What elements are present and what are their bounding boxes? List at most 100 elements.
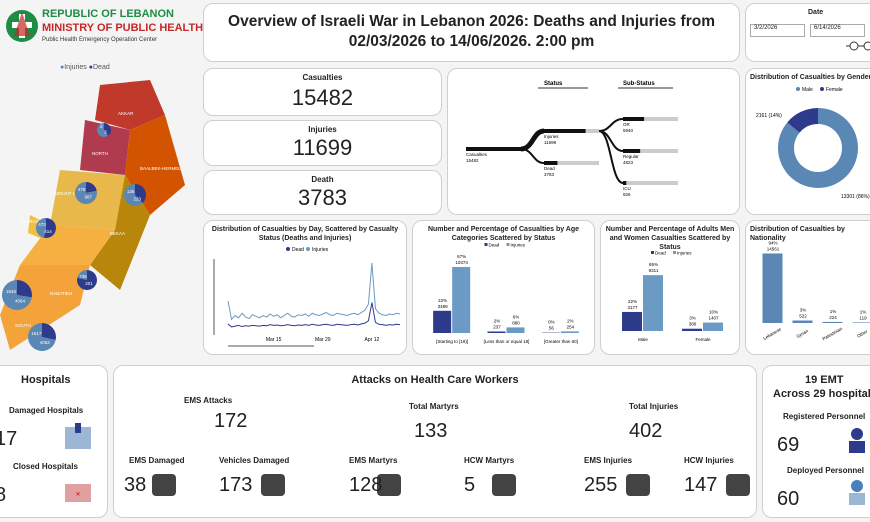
tree-label: Regular xyxy=(623,154,639,159)
kpi-card: Injuries 11699 xyxy=(203,120,442,166)
legend-dot xyxy=(506,243,510,246)
tree-bar-bg xyxy=(544,161,599,165)
x-tick-label: [Greater than 60] xyxy=(544,339,578,344)
bar-pct-label: 0% xyxy=(548,320,555,325)
legend-label: Female xyxy=(826,87,843,93)
nationality-card: Distribution of Casualties by Nationalit… xyxy=(745,220,870,355)
date-slider[interactable] xyxy=(846,38,870,54)
pie-dead xyxy=(135,184,147,203)
stat-value: 255 xyxy=(584,474,618,496)
stat-label: Total Martyrs xyxy=(409,402,459,411)
page-title: Overview of Israeli War in Lebanon 2026:… xyxy=(228,13,715,50)
legend-label: Dead xyxy=(655,251,666,256)
stat-value: 133 xyxy=(414,420,448,442)
x-tick-label: Mar 29 xyxy=(315,337,331,343)
personnel-icon xyxy=(849,428,865,453)
tree-link xyxy=(598,118,624,132)
bar-pct-label: 2% xyxy=(567,318,574,323)
kpi-label: Death xyxy=(311,175,334,184)
pie-label: 414 xyxy=(44,229,52,234)
stat-value: 8 xyxy=(0,484,6,507)
stat-icon xyxy=(152,474,176,496)
legend-injuries: Injuries xyxy=(64,64,87,71)
stat-label: HCW Martyrs xyxy=(464,456,515,465)
gender-card: Distribution of Casualties by Gender Male… xyxy=(745,68,870,215)
tree-bar xyxy=(623,117,645,121)
tree-bar xyxy=(544,161,558,165)
bar-value-label: 224 xyxy=(829,315,837,320)
bar-chart: Dead Injuries Male 22%3177 65%9311 Female 3%38… xyxy=(622,251,723,342)
date-start[interactable]: 3/2/2026 xyxy=(750,24,805,37)
pie-dead xyxy=(86,182,97,193)
region-label: MOUNT LEBANON xyxy=(55,191,94,196)
pie-injuries xyxy=(75,182,97,204)
bar-pct-label: 67% xyxy=(457,254,466,259)
bar xyxy=(487,331,506,333)
tree-value: 3783 xyxy=(544,172,555,177)
region-akkar xyxy=(95,80,165,130)
donut-chart: Male Female 13301 (86%) 2161 (14%) xyxy=(756,87,870,200)
legend-dot xyxy=(673,251,676,254)
tree-link xyxy=(520,148,545,164)
bar xyxy=(452,266,471,333)
pie-label: 1617 xyxy=(31,331,42,336)
logo-icon xyxy=(6,10,38,42)
legend-dot xyxy=(651,251,654,254)
map-legend: ●Injuries ●Dead xyxy=(60,64,110,71)
tree-label: Injuries xyxy=(544,134,559,139)
bar-value-label: 56 xyxy=(549,326,555,331)
bar-value-label: 14561 xyxy=(767,246,780,251)
bar-pct-label: 2% xyxy=(494,318,501,323)
pie-label: 201 xyxy=(85,281,93,286)
line-series xyxy=(227,263,401,321)
legend-dot xyxy=(796,87,800,91)
tree-value: 11699 xyxy=(544,140,557,145)
tree-value: 15482 xyxy=(466,158,479,163)
bar-pct-label: 94% xyxy=(768,240,777,245)
stat-label: EMS Damaged xyxy=(129,456,185,465)
x-tick-label: [Less than or equal 18] xyxy=(484,339,530,344)
x-tick-label: Male xyxy=(638,337,648,342)
slice-label: 13301 (86%) xyxy=(841,194,870,200)
pie-label: 276 xyxy=(78,187,86,192)
bar-chart: Dead Injuries [Starting to [18)] 22%3489 67%… xyxy=(433,243,579,344)
card-title: Hospitals xyxy=(21,374,71,386)
bar-value-label: 254 xyxy=(567,324,575,329)
pie-label: 736 xyxy=(79,274,87,279)
stat-icon xyxy=(492,474,516,496)
bar-pct-label: 3% xyxy=(800,308,807,313)
kpi-label: Casualties xyxy=(302,73,343,82)
tree-bar xyxy=(623,181,627,185)
tree-label: ICU xyxy=(623,186,631,191)
x-tick-label: Syrian xyxy=(795,328,809,339)
donut-slice xyxy=(787,108,818,133)
personnel-icon xyxy=(849,480,865,505)
bar-pct-label: 6% xyxy=(513,314,520,319)
chart-title: Distribution of Casualties by Gender xyxy=(750,74,870,81)
tree-header: Status xyxy=(544,81,563,87)
stat-label: Total Injuries xyxy=(629,402,679,411)
stat-label: EMS Martyrs xyxy=(349,456,398,465)
bar-value-label: 9311 xyxy=(649,268,659,273)
pie-label: 4062 xyxy=(40,340,51,345)
x-tick-label: Lebanese xyxy=(762,326,782,340)
pie-dead xyxy=(43,218,56,238)
region-label: NABATIEH xyxy=(50,291,72,296)
x-tick-label: Apr 12 xyxy=(365,337,380,343)
date-end[interactable]: 6/14/2026 xyxy=(810,24,865,37)
pie-injuries xyxy=(124,184,143,206)
bar-pct-label: 3% xyxy=(689,316,696,321)
stat-value: 5 xyxy=(464,474,476,496)
legend-dot xyxy=(306,247,310,251)
chart-title: Number and Percentage of Casualties by A… xyxy=(427,226,580,242)
tree-value: 5940 xyxy=(623,128,634,133)
card-title: Attacks on Health Care Workers xyxy=(351,374,519,386)
stat-icon xyxy=(726,474,750,496)
x-tick-label: Other xyxy=(856,328,869,338)
stat-value: 38 xyxy=(124,474,147,496)
age-card: Number and Percentage of Casualties by A… xyxy=(412,220,595,355)
x-tick-label: [Starting to [18)] xyxy=(436,339,468,344)
bar-value-label: 10374 xyxy=(455,260,468,265)
stat-value: 17 xyxy=(0,428,18,450)
bar-pct-label: 22% xyxy=(628,299,637,304)
